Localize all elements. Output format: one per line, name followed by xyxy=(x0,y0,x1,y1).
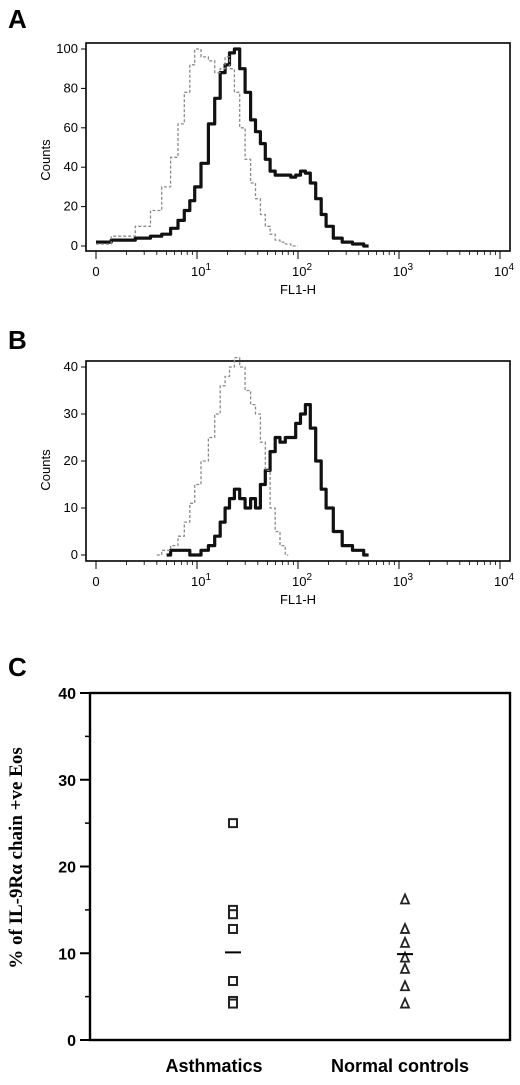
control-point xyxy=(399,921,411,934)
panel-c-yticks: 0 10 20 30 40 xyxy=(58,686,90,1050)
x-tick-label: 101 xyxy=(191,572,211,589)
y-tick-label: 80 xyxy=(64,80,78,95)
y-tick-label: 10 xyxy=(64,500,78,515)
control-point xyxy=(399,935,411,948)
panel-b-letter: B xyxy=(8,325,27,355)
panel-b: B Counts 0 10 20 30 40 0 101 102 103 104 FL1-H xyxy=(8,325,514,607)
panel-b-yticks: 0 10 20 30 40 xyxy=(64,359,86,562)
y-tick-label: 100 xyxy=(56,41,78,56)
stained-curve xyxy=(96,47,369,248)
control-curve xyxy=(156,356,289,556)
panel-b-xticks: 0 101 102 103 104 xyxy=(92,561,514,589)
panel-b-xlabel: FL1-H xyxy=(280,592,316,607)
y-tick-label: 60 xyxy=(64,120,78,135)
y-tick-label: 30 xyxy=(58,773,76,790)
panel-a: A Counts 0 20 40 60 80 100 0 101 102 103 104 FL1-… xyxy=(8,4,514,297)
x-tick-label: 0 xyxy=(92,264,99,279)
panel-a-xticks: 0 101 102 103 104 xyxy=(92,251,514,279)
y-tick-label: 40 xyxy=(58,686,76,703)
y-tick-label: 30 xyxy=(64,406,78,421)
y-tick-label: 20 xyxy=(64,453,78,468)
control-point xyxy=(399,996,411,1009)
x-tick-label: 103 xyxy=(393,572,413,589)
control-point xyxy=(399,978,411,992)
asthmatic-point xyxy=(228,909,238,920)
asthmatic-point xyxy=(228,923,238,934)
panel-a-curves xyxy=(96,47,369,248)
x-tick-label: 104 xyxy=(494,572,514,589)
panel-c-points xyxy=(225,818,413,1009)
panel-b-frame xyxy=(85,360,511,562)
y-tick-label: 40 xyxy=(64,359,78,374)
panel-a-frame xyxy=(85,42,511,252)
panel-b-curves xyxy=(156,356,369,557)
x-tick-label: 104 xyxy=(494,262,514,279)
category-label-normal-controls: Normal controls xyxy=(331,1056,469,1076)
control-point xyxy=(399,892,411,905)
x-tick-label: 0 xyxy=(92,574,99,589)
panel-c: C % of IL-9Rα chain +ve Eos 0 10 20 30 40 As… xyxy=(6,652,512,1076)
control-point xyxy=(399,961,411,974)
y-tick-label: 20 xyxy=(58,860,76,877)
y-tick-label: 0 xyxy=(67,1033,76,1050)
panel-a-yticks: 0 20 40 60 80 100 xyxy=(56,41,86,253)
panel-c-ylabel: % of IL-9Rα chain +ve Eos xyxy=(6,747,27,968)
panel-c-letter: C xyxy=(8,652,27,682)
panel-b-ylabel: Counts xyxy=(38,449,53,491)
stained-curve xyxy=(166,403,369,557)
panel-a-letter: A xyxy=(8,4,27,34)
y-tick-label: 40 xyxy=(64,159,78,174)
panel-a-xlabel: FL1-H xyxy=(280,282,316,297)
panel-c-frame xyxy=(88,691,512,1042)
asthmatic-point xyxy=(228,818,238,829)
y-tick-label: 0 xyxy=(71,238,78,253)
x-tick-label: 102 xyxy=(292,572,312,589)
asthmatic-point xyxy=(228,976,238,987)
y-tick-label: 10 xyxy=(58,946,76,963)
asthmatic-point xyxy=(228,998,238,1009)
x-tick-label: 102 xyxy=(292,262,312,279)
x-tick-label: 101 xyxy=(191,262,211,279)
y-tick-label: 0 xyxy=(71,547,78,562)
control-point xyxy=(399,950,411,963)
panel-a-ylabel: Counts xyxy=(38,139,53,181)
control-curve xyxy=(96,48,298,247)
x-tick-label: 103 xyxy=(393,262,413,279)
category-label-asthmatics: Asthmatics xyxy=(165,1056,262,1076)
y-tick-label: 20 xyxy=(64,199,78,214)
